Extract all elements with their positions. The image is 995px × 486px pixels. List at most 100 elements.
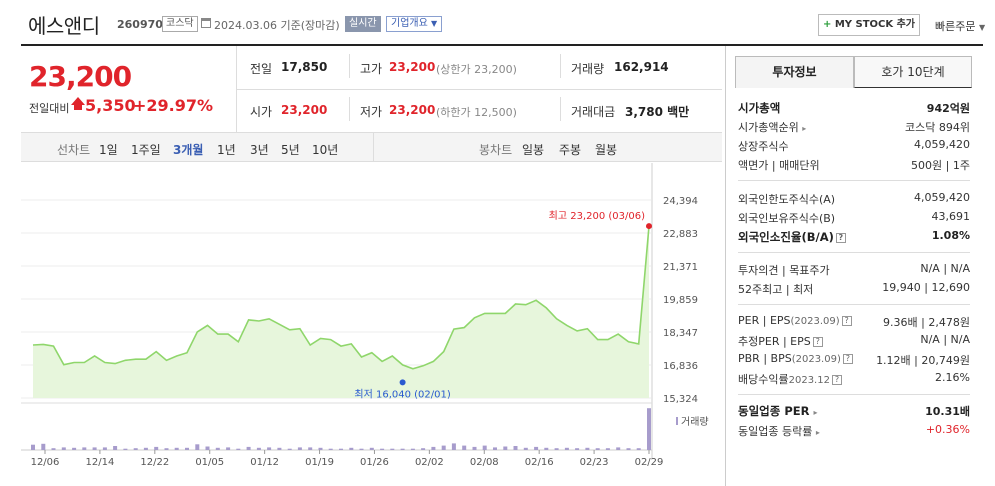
foreign-ratio-row: 외국인소진율(B/A)? 1.08%	[738, 229, 970, 247]
volume-bar	[441, 445, 446, 450]
trade-unit-label: 매매단위	[779, 159, 820, 172]
week52-high-value: 19,940	[882, 281, 921, 294]
x-tick-label: 01/26	[360, 457, 389, 468]
caret-down-icon: ▼	[431, 19, 438, 28]
chevron-right-icon: ▸	[813, 408, 818, 417]
volume-bar	[195, 444, 200, 450]
volume-bar	[349, 447, 354, 450]
change-value: 5,350	[85, 96, 136, 115]
period-1w[interactable]: 1주일	[131, 143, 161, 157]
volume-bar	[328, 448, 333, 450]
volume-bar	[626, 448, 631, 450]
foreign-hold-value: 43,691	[931, 210, 971, 223]
amount-label: 거래대금	[571, 105, 616, 119]
volume-bar	[133, 448, 138, 450]
quick-order-button[interactable]: 빠른주문 ▼	[935, 18, 985, 34]
volume-bar	[369, 447, 374, 450]
industry-rate-label-text: 동일업종 등락률	[738, 425, 813, 438]
volume-bar	[647, 408, 651, 450]
eps-value: 2,478원	[928, 316, 970, 329]
volume-bar	[575, 448, 580, 450]
period-bar-divider	[373, 133, 374, 162]
bps-label: BPS	[770, 352, 792, 365]
volume-bar	[534, 446, 539, 450]
chevron-right-icon: ▸	[815, 428, 820, 437]
volume-bar	[503, 446, 508, 450]
help-icon[interactable]: ?	[835, 232, 846, 243]
volume-bar	[226, 447, 231, 450]
period-3y[interactable]: 3년	[250, 143, 269, 157]
shares-value: 4,059,420	[914, 138, 970, 151]
per-label-text: PER	[738, 314, 760, 327]
quote-col-divider	[349, 54, 350, 78]
volume-bar	[277, 447, 282, 450]
volume-bar	[41, 443, 46, 450]
est-per-value: N/A | N/A	[920, 333, 970, 346]
x-tick-label: 02/29	[635, 457, 664, 468]
line-chart-label: 선차트	[57, 143, 91, 157]
industry-rate-label[interactable]: 동일업종 등락률 ▸	[738, 423, 820, 439]
volume-bar	[482, 445, 487, 450]
foreign-limit-row: 외국인한도주식수(A) 4,059,420	[738, 191, 970, 209]
upper-limit: (상한가 23,200)	[436, 63, 517, 76]
pbr-label-text: PBR	[738, 352, 760, 365]
help-icon[interactable]: ?	[842, 354, 853, 364]
candle-monthly[interactable]: 월봉	[595, 143, 618, 157]
tab-order-book[interactable]: 호가 10단계	[854, 56, 972, 88]
y-tick-label: 22,883	[663, 229, 698, 240]
y-tick-label: 15,324	[663, 394, 698, 405]
y-tick-label: 18,347	[663, 328, 698, 339]
period-10y[interactable]: 10년	[312, 143, 339, 157]
volume-bar	[513, 446, 518, 450]
volume-bar	[61, 447, 66, 450]
volume-bar	[605, 448, 610, 450]
volume-bar	[51, 448, 56, 450]
x-tick-label: 01/19	[305, 457, 334, 468]
x-tick-label: 02/16	[525, 457, 554, 468]
est-eps-value: N/A	[950, 333, 970, 346]
candle-daily[interactable]: 일봉	[522, 143, 545, 157]
company-overview-dropdown[interactable]: 기업개요 ▼	[386, 16, 443, 32]
period-5y[interactable]: 5년	[281, 143, 300, 157]
cap-rank-label[interactable]: 시가총액순위 ▸	[738, 119, 806, 135]
change-percent: +29.97%	[133, 96, 214, 115]
volume-bar	[421, 448, 426, 450]
x-tick-label: 01/12	[250, 457, 279, 468]
realtime-button[interactable]: 실시간	[345, 16, 381, 32]
volume-bar	[236, 448, 241, 450]
volume-value: 162,914	[614, 60, 669, 74]
period-3m[interactable]: 3개월	[173, 143, 204, 157]
tab-invest-info[interactable]: 투자정보	[735, 56, 854, 88]
foreign-ratio-value: 1.08%	[931, 229, 970, 242]
x-tick-label: 01/05	[195, 457, 224, 468]
est-per-value-text: N/A	[920, 333, 940, 346]
volume-bar	[287, 448, 292, 450]
industry-per-label[interactable]: 동일업종 PER ▸	[738, 403, 818, 419]
shares-row: 상장주식수 4,059,420	[738, 138, 970, 156]
par-label-text: 액면가	[738, 159, 769, 172]
candle-weekly[interactable]: 주봉	[559, 143, 582, 157]
section-divider	[738, 394, 970, 395]
market-cap-value: 942억원	[926, 102, 970, 115]
help-icon[interactable]: ?	[841, 316, 852, 326]
volume-bar	[31, 444, 35, 450]
volume-bar	[462, 445, 467, 450]
volume-bar	[472, 446, 477, 450]
per-value: 9.36배 | 2,478원	[883, 316, 970, 329]
period-1d[interactable]: 1일	[99, 143, 118, 157]
volume-bar	[308, 447, 313, 450]
volume-bar	[72, 447, 77, 450]
week52-value: 19,940 | 12,690	[882, 281, 970, 294]
help-icon[interactable]: ?	[812, 337, 823, 347]
est-per-row: 추정PER | EPS? N/A | N/A	[738, 333, 970, 351]
help-icon[interactable]: ?	[831, 375, 842, 385]
foreign-limit-label: 외국인한도주식수(A)	[738, 193, 836, 206]
add-mystock-button[interactable]: + MY STOCK 추가	[818, 14, 920, 36]
volume-bar	[267, 447, 272, 450]
volume-bar	[164, 448, 169, 450]
foreign-ratio-label: 외국인소진율(B/A)?	[738, 229, 846, 245]
volume-bar	[82, 447, 87, 450]
industry-per-label-text: 동일업종 PER	[738, 404, 810, 418]
volume-bar	[123, 448, 128, 450]
period-1y[interactable]: 1년	[217, 143, 236, 157]
